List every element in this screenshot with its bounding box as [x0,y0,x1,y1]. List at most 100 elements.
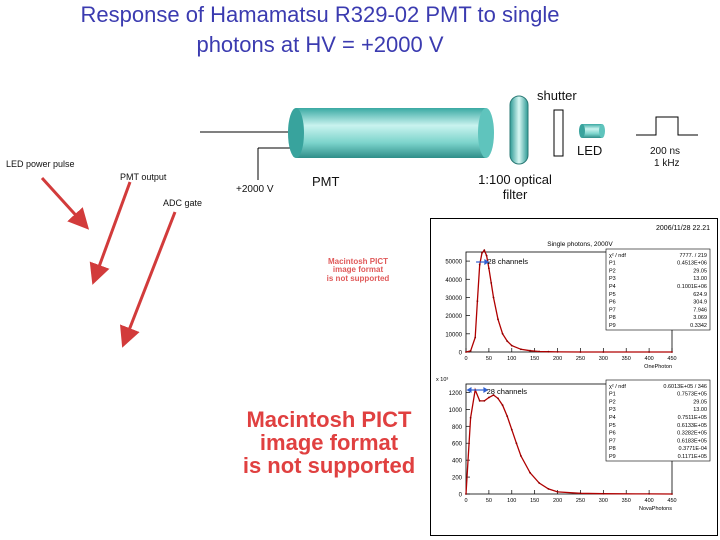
top-data-point [474,336,477,339]
bottom-annotation-arrowhead-left [466,387,472,393]
top-ytick-label: 40000 [445,278,462,284]
bottom-data-point [515,442,518,445]
pulse-width-label: 200 ns [650,146,681,157]
pict-small-line-1: Macintosh PICT [327,257,388,266]
top-xtick-label: 300 [599,356,608,362]
bottom-data-point [506,415,509,418]
bottom-ytick-label: 600 [452,442,463,448]
bottom-stats-value: 13.00 [693,407,707,413]
bottom-data-point [547,488,550,490]
bottom-stats-box [605,379,711,462]
top-xtick-label: 200 [553,356,562,362]
top-stats-name: P1 [609,261,616,267]
bottom-data-point [648,493,650,495]
pict-large-line-2: image format [259,430,399,456]
top-data-point [510,344,513,347]
bottom-data-point [556,491,559,493]
bottom-xtick-label: 200 [553,498,562,504]
filter-label-line-2: filter [502,187,528,202]
top-data-point [476,300,479,302]
bottom-stats-value: 0.6133E+05 [677,423,707,429]
bottom-data-point [465,493,467,495]
bottom-xtick-label: 50 [486,498,492,504]
top-data-point [529,349,531,352]
top-xtick-label: 100 [507,356,516,362]
top-stats-value: 13.00 [693,276,707,282]
top-data-point [520,348,522,351]
bottom-data-point [469,416,472,419]
title-line-1: Response of Hamamatsu R329-02 PMT to sin… [80,2,560,27]
plot-header-timestamp: 2006/11/28 22.21 [656,225,710,232]
bottom-ytick-label: 1200 [449,391,463,397]
top-stats-value: 7.946 [693,307,707,313]
top-data-point [538,350,541,353]
top-stats-name: P4 [609,284,616,290]
top-stats-name: P5 [609,292,616,298]
bottom-stats-value: 0.1171E+05 [678,454,707,460]
top-data-point [483,249,486,252]
bottom-ytick-label: 200 [452,476,463,482]
bottom-stats-name: P1 [609,392,616,398]
bottom-annotation: 28 channels [487,387,528,396]
bottom-ytick-label: 0 [459,493,463,499]
top-stats-value: 624.9 [693,292,707,298]
led-cylinder [579,124,605,138]
bottom-xtick-label: 150 [530,498,539,504]
bottom-xtick-label: 100 [507,498,516,504]
pmt-output-arrow [89,181,132,285]
bottom-scale: x 10³ [436,377,448,383]
bottom-x-axis-label: NovaPhotons [639,506,672,512]
top-ytick-label: 0 [459,351,463,357]
top-data-point [490,282,493,284]
top-data-point [478,263,481,266]
bottom-stats-name: P5 [609,423,616,429]
top-data-point [602,351,605,353]
filter-label-line-1: 1:100 optical [478,172,552,187]
bottom-ytick-label: 800 [452,425,463,431]
top-data-point [671,351,673,353]
top-ytick-label: 30000 [445,296,462,302]
bottom-data-point [529,471,531,474]
bottom-stats-value: 0.3771E-04 [679,446,707,452]
top-stats-value: 0.3342 [690,323,707,329]
bottom-data-point [492,394,495,396]
pulse-rate-label: 1 kHz [654,158,680,169]
bottom-stats-name: P3 [609,407,616,413]
bottom-data-point [520,455,522,457]
bottom-data-point [497,397,499,400]
top-stats-name: P2 [609,268,616,274]
top-ytick-label: 50000 [445,260,462,266]
bottom-stats-value: 0.6013E+05 / 346 [663,384,707,390]
top-xtick-label: 50 [486,356,492,362]
top-stats-value: 0.1001E+06 [677,284,707,290]
top-data-point [488,267,490,270]
bottom-xtick-label: 300 [599,498,608,504]
bottom-data-point [483,400,486,402]
bottom-stats-name: χ² / ndf [609,384,626,390]
led-label: LED [577,143,603,158]
bottom-xtick-label: 0 [464,498,467,504]
bottom-xtick-label: 350 [622,498,631,504]
top-x-axis-label: OnePhoton [644,364,672,370]
bottom-stats-value: 0.7511E+05 [678,415,707,421]
top-data-point [501,332,504,335]
top-title: Single photons, 2000V [547,241,613,248]
top-xtick-label: 400 [645,356,654,362]
bottom-stats-name: P9 [609,454,616,460]
top-annotation: 28 channels [488,257,529,266]
pulse-waveform [636,116,698,136]
bottom-stats-name: P4 [609,415,616,421]
top-xtick-label: 0 [464,356,467,362]
bottom-data-point [671,493,673,495]
bottom-xtick-label: 400 [645,498,654,504]
bottom-stats-name: P7 [609,438,616,444]
top-stats-name: P7 [609,307,616,313]
top-data-point [481,252,483,254]
top-xtick-label: 350 [622,356,631,362]
bottom-data-point [488,396,490,399]
bottom-stats-name: P6 [609,431,616,437]
top-data-point [497,318,499,321]
bottom-data-point [602,492,605,495]
bottom-stats-value: 0.3282E+05 [677,431,707,437]
top-series-line [465,248,672,353]
